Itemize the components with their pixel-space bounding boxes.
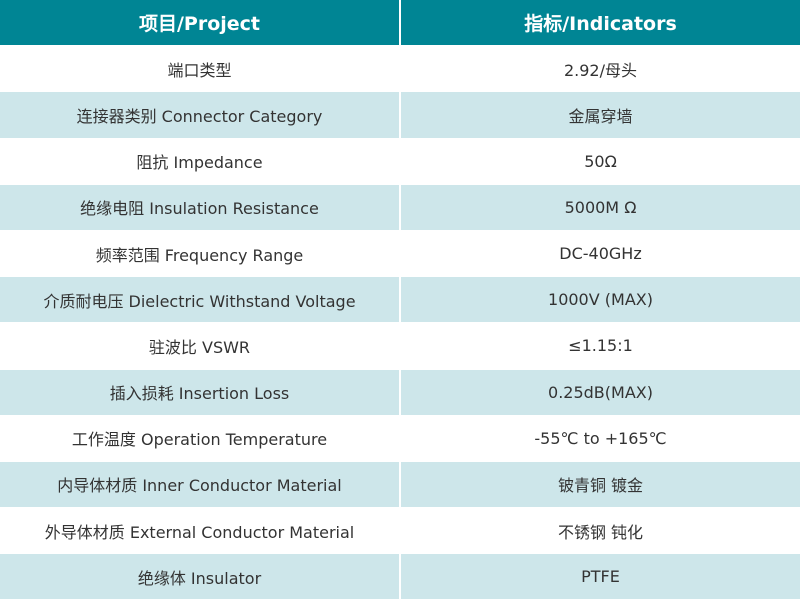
cell-project: 插入损耗 Insertion Loss [0,369,400,416]
table-row: 内导体材质 Inner Conductor Material 铍青铜 镀金 [0,461,800,508]
cell-project: 内导体材质 Inner Conductor Material [0,461,400,508]
header-indicators: 指标/Indicators [399,0,800,46]
cell-project: 绝缘体 Insulator [0,553,400,600]
header-project: 项目/Project [0,0,400,46]
table-row: 端口类型 2.92/母头 [0,45,800,92]
cell-project: 阻抗 Impedance [136,153,263,173]
table-row: 频率范围 Frequency Range DC-40GHz [0,230,800,277]
cell-indicator: 5000M Ω [399,184,800,231]
cell-project: 驻波比 VSWR [148,337,251,357]
cell-project: 端口类型 [167,60,232,80]
cell-project: 介质耐电压 Dielectric Withstand Voltage [0,276,400,323]
cell-project: 连接器类别 Connector Category [0,91,400,139]
table-row: 绝缘体 Insulator PTFE [0,553,800,600]
cell-indicator: 2.92/母头 [399,45,800,92]
table-row: 介质耐电压 Dielectric Withstand Voltage 1000V … [0,276,800,323]
table-header-row: 项目/Project 指标/Indicators [0,0,800,46]
cell-project: 外导体材质 External Conductor Material [44,522,355,542]
cell-indicator: 0.25dB(MAX) [399,369,800,416]
table-row: 插入损耗 Insertion Loss 0.25dB(MAX) [0,369,800,416]
cell-indicator: 铍青铜 镀金 [399,461,800,508]
cell-indicator: DC-40GHz [399,230,800,277]
cell-project: 频率范围 Frequency Range [95,245,304,265]
cell-indicator: 1000V (MAX) [399,276,800,323]
cell-indicator: -55℃ to +165℃ [399,415,800,462]
table-row: 阻抗 Impedance 50Ω [0,138,800,185]
table-row: 外导体材质 External Conductor Material 不锈钢 钝化 [0,507,800,554]
table-row: 工作温度 Operation Temperature -55℃ to +165℃ [0,415,800,462]
cell-indicator: PTFE [399,553,800,600]
table-row: 绝缘电阻 Insulation Resistance 5000M Ω [0,184,800,231]
cell-project: 工作温度 Operation Temperature [71,430,328,450]
table-row: 连接器类别 Connector Category 金属穿墙 [0,91,800,139]
cell-indicator: ≤1.15:1 [399,322,800,369]
table-row: 驻波比 VSWR ≤1.15:1 [0,322,800,369]
cell-indicator: 不锈钢 钝化 [399,507,800,554]
cell-indicator: 金属穿墙 [399,91,800,139]
cell-indicator: 50Ω [399,138,800,185]
cell-project: 绝缘电阻 Insulation Resistance [0,184,400,231]
